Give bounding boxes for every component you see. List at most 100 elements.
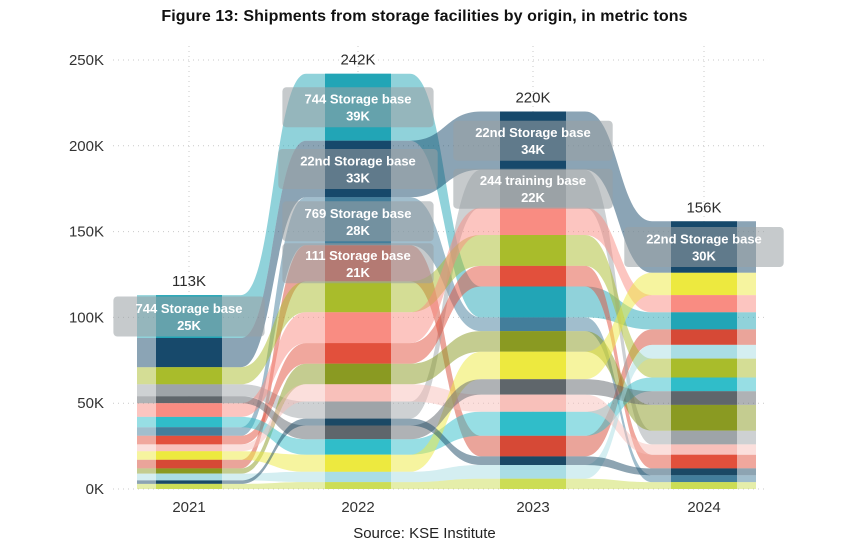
node-segment-turq [325,439,391,455]
node-segment-s769 [671,475,737,483]
node-segment-turq [156,416,222,428]
y-tick-label: 150K [69,224,104,241]
node-segment-s769 [156,427,222,436]
node-segment-yellow [156,451,222,460]
y-tick-label: 250K [69,52,104,69]
band-label-name: 244 training base [480,173,586,188]
flow-band-red2 [137,265,756,469]
x-tick-label: 2023 [516,499,549,516]
band-label-pill [282,243,434,284]
flows [137,73,756,489]
band-label-pill [453,120,613,161]
node-segment-pink [671,444,737,455]
column-total-label: 242K [340,52,375,69]
node-segment-olive2 [325,363,391,385]
node-segment-ltcyan [156,473,222,481]
node-segment-ltcyan [325,471,391,483]
band-labels: 744 Storage base 25K 744 Storage base 39K 22… [113,87,784,337]
flow-band-s744 [137,73,756,338]
column-total-label: 156K [686,199,721,216]
band-label-name: 22nd Storage base [646,232,762,247]
band-label-value: 22K [521,190,545,205]
band-label-value: 25K [177,318,201,333]
node-segment-yellow [500,351,566,380]
column-total-label: 113K [172,273,206,290]
node-segment-pink [325,384,391,402]
node-segment-red2 [156,435,222,445]
node-segment-s244 [671,430,737,445]
node-segment-s111 [671,329,737,345]
y-tick-label: 0K [86,481,104,498]
node-segment-salmon [671,295,737,313]
node-segment-ltcyan [671,344,737,359]
band-label-value: 30K [692,249,716,264]
node-segment-turq [671,377,737,392]
node-segment-s244 [325,401,391,419]
node-segment-olive [325,281,391,313]
y-tick-label: 100K [69,309,104,326]
band-label-value: 21K [346,265,370,280]
node-segment-dkgray [671,391,737,405]
node-segment-salmon [325,312,391,344]
node-segment-olive2 [500,331,566,352]
node-segment-turq [500,411,566,436]
x-tick-label: 2022 [341,499,374,516]
node-segment-olive [671,358,737,378]
node-segment-yellow [671,272,737,296]
band-label-name: 744 Storage base [305,92,412,107]
node-segment-salmon [156,403,222,417]
node-segment-dkgray [156,396,222,404]
node-segment-pink [156,444,222,452]
node-segment-olive2 [156,468,222,474]
node-segment-ltcyan [500,465,566,479]
node-segment-yellow [325,454,391,472]
node-segment-s744 [671,312,737,330]
node-segment-olive [500,235,566,266]
band-label-name: 22nd Storage base [300,154,416,169]
flow-band-olive [137,235,756,385]
node-segment-navy2 [156,480,222,484]
node-segment-s244 [156,384,222,397]
column-total-label: 220K [515,90,550,107]
x-tick-label: 2021 [172,499,205,516]
node-segment-olive [156,367,222,385]
band-label-pill [282,87,434,128]
band-label-value: 28K [346,223,370,238]
node-segment-lime [156,483,222,489]
node-segment-dkgray [500,379,566,395]
band-label-value: 33K [346,171,370,186]
y-tick-label: 200K [69,138,104,155]
band-label-pill [453,168,613,209]
band-label-pill [278,149,438,189]
band-label-pill [113,296,265,337]
node-segment-pink [500,394,566,412]
node-segment-navy2 [325,418,391,426]
node-segment-s111 [500,435,566,457]
band-label-name: 111 Storage base [305,248,411,263]
band-label-pill [624,227,784,267]
node-segment-dkgray [325,425,391,440]
flow-band-lime [137,478,756,489]
band-label-value: 34K [521,142,545,157]
node-segment-s22 [156,338,222,368]
node-segment-red2 [671,454,737,469]
node-segment-navy2 [671,468,737,476]
flow-band-pink [137,384,756,455]
source-caption: Source: KSE Institute [353,525,496,542]
band-label-value: 39K [346,109,370,124]
node-segment-red2 [500,265,566,287]
node-segment-olive2 [671,404,737,431]
node-segment-red2 [325,343,391,364]
band-label-name: 22nd Storage base [475,125,591,140]
band-label-pill [282,201,434,242]
band-label-name: 769 Storage base [305,206,412,221]
node-segment-salmon [500,207,566,236]
node-segment-lime [325,482,391,489]
node-segment-s769 [500,317,566,332]
node-segment-s744 [500,286,566,318]
band-label-name: 744 Storage base [136,301,243,316]
node-segment-lime [500,478,566,489]
y-tick-label: 50K [77,395,104,412]
